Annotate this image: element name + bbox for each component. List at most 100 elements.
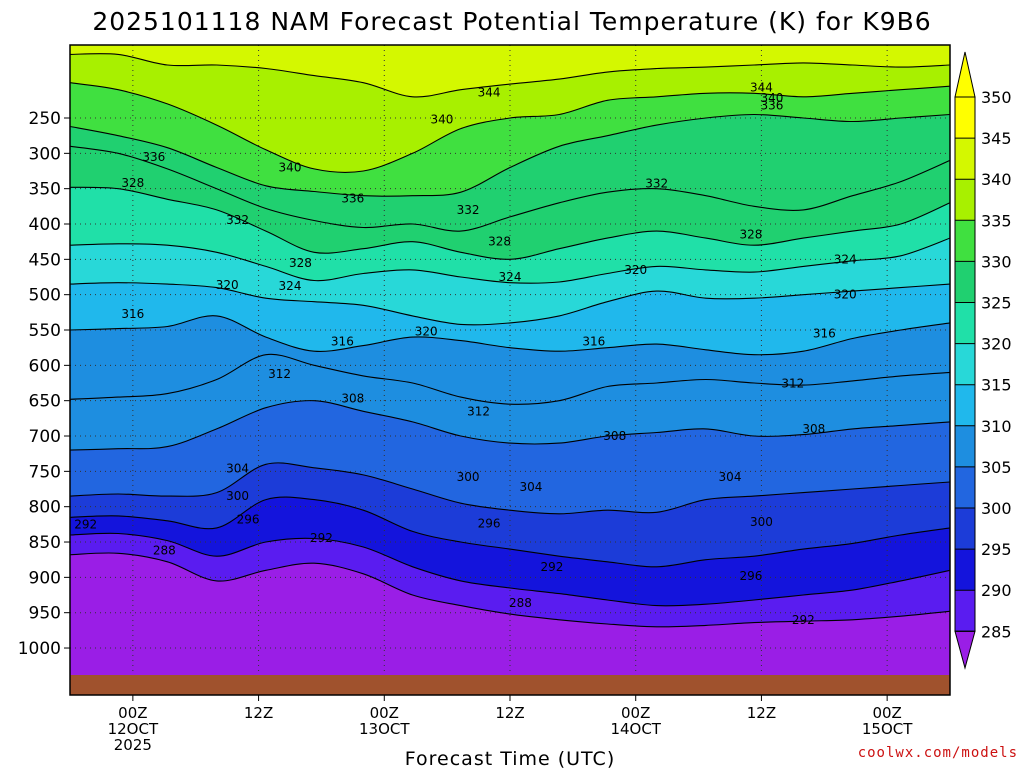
contour-label: 312 — [467, 404, 490, 418]
fill-band-340 — [70, 82, 950, 197]
contour-line-328 — [70, 186, 950, 260]
contour-label: 300 — [750, 515, 773, 529]
contour-line-312 — [70, 353, 950, 405]
y-tick-label: 950 — [29, 604, 61, 624]
contour-label: 292 — [540, 560, 563, 574]
colorbar-tick-label: 295 — [981, 540, 1012, 559]
y-tick-label: 250 — [29, 109, 61, 129]
y-tick-label: 600 — [29, 356, 61, 376]
colorbar-tick-label: 335 — [981, 211, 1012, 230]
fill-band-lowest — [70, 552, 950, 695]
colorbar-tick-label: 305 — [981, 458, 1012, 477]
x-tick-label: 14OCT — [610, 720, 661, 738]
fill-band-296 — [70, 533, 950, 627]
colorbar-tick-label: 345 — [981, 129, 1012, 148]
colorbar-swatch — [955, 590, 975, 632]
contour-label: 340 — [279, 160, 302, 174]
contour-labels: 344 3443403363403363403283363323323323283… — [74, 81, 856, 627]
colorbar: 285 290 295 300 305 310 315 320 325 330 335 340 345 3… — [954, 51, 1012, 670]
colorbar-tick-label: 290 — [981, 581, 1012, 600]
contour-label: 288 — [153, 544, 176, 558]
contour-label: 344 — [750, 81, 773, 95]
contour-label: 292 — [310, 531, 333, 545]
x-tick-label: 2025 — [114, 736, 152, 754]
y-tick-label: 750 — [29, 462, 61, 482]
y-tick-label: 550 — [29, 321, 61, 341]
contour-label: 336 — [760, 98, 783, 112]
contour-label: 300 — [226, 489, 249, 503]
contour-label: 332 — [457, 203, 480, 217]
contour-label: 308 — [802, 422, 825, 436]
colorbar-swatch — [955, 97, 975, 139]
x-tick-label: 00Z — [621, 704, 650, 722]
y-tick-label: 700 — [29, 427, 61, 447]
contour-label: 344 — [478, 86, 501, 100]
colorbar-extend-bottom — [954, 630, 976, 670]
colorbar-tick-label: 340 — [981, 170, 1012, 189]
contour-label: 292 — [792, 613, 815, 627]
y-tick-label: 900 — [29, 568, 61, 588]
colorbar-tick-label: 320 — [981, 335, 1012, 354]
contour-label: 324 — [279, 279, 302, 293]
contour-label: 332 — [226, 213, 249, 227]
contour-line-304 — [70, 462, 950, 515]
colorbar-tick-label: 310 — [981, 417, 1012, 436]
gridlines — [70, 45, 950, 695]
colorbar-swatch — [955, 179, 975, 221]
contour-label: 324 — [834, 252, 857, 266]
contour-label: 312 — [781, 377, 804, 391]
fill-band-336 — [70, 114, 950, 232]
contour-label: 336 — [341, 192, 364, 206]
contour-line-300 — [70, 496, 950, 568]
y-tick-label: 1000 — [18, 639, 61, 659]
contour-label: 328 — [739, 228, 762, 242]
contour-label: 324 — [499, 270, 522, 284]
fill-band-300 — [70, 497, 950, 606]
x-axis-label: Forecast Time (UTC) — [405, 748, 615, 768]
colorbar-extend-top — [954, 51, 976, 98]
colorbar-swatch — [955, 138, 975, 180]
y-tick-label: 350 — [29, 180, 61, 200]
contour-line-292 — [70, 552, 950, 628]
contour-label: 328 — [488, 235, 511, 249]
contour-label: 316 — [331, 334, 354, 348]
contour-line-344 — [70, 53, 950, 98]
contour-label: 340 — [760, 91, 783, 105]
y-axis: 250 300 350 400 450 500 550 600 650 700 750 800 850 9… — [18, 109, 70, 659]
contour-label: 308 — [603, 429, 626, 443]
contour-label: 340 — [430, 112, 453, 126]
colorbar-swatch — [955, 220, 975, 262]
colorbar-swatch — [955, 384, 975, 426]
chart-title: 2025101118 NAM Forecast Potential Temper… — [92, 7, 931, 36]
contour-label: 332 — [645, 177, 668, 191]
contour-label: 300 — [457, 470, 480, 484]
contour-label: 328 — [121, 176, 144, 190]
y-tick-label: 800 — [29, 498, 61, 518]
contour-line-316 — [70, 315, 950, 356]
contour-line-340 — [70, 82, 950, 173]
colorbar-swatch — [955, 549, 975, 591]
contour-lines — [70, 53, 950, 628]
colorbar-swatch — [955, 261, 975, 303]
x-tick-label: 12Z — [495, 704, 524, 722]
contour-label: 308 — [341, 392, 364, 406]
contour-line-336 — [70, 113, 950, 197]
contour-label: 296 — [739, 569, 762, 583]
contour-label: 320 — [216, 278, 239, 292]
contour-line-324 — [70, 237, 950, 284]
x-tick-label: 12Z — [747, 704, 776, 722]
y-tick-label: 450 — [29, 250, 61, 270]
contour-label: 328 — [289, 256, 312, 270]
x-tick-label: 00Z — [872, 704, 901, 722]
colorbar-tick-label: 330 — [981, 252, 1012, 271]
contour-line-308 — [70, 400, 950, 451]
contour-label: 316 — [813, 327, 836, 341]
contour-label: 296 — [237, 512, 260, 526]
contour-label: 316 — [121, 307, 144, 321]
y-tick-label: 850 — [29, 533, 61, 553]
contour-label: 296 — [478, 517, 501, 531]
contour-label: 320 — [624, 263, 647, 277]
colorbar-swatch — [955, 343, 975, 385]
